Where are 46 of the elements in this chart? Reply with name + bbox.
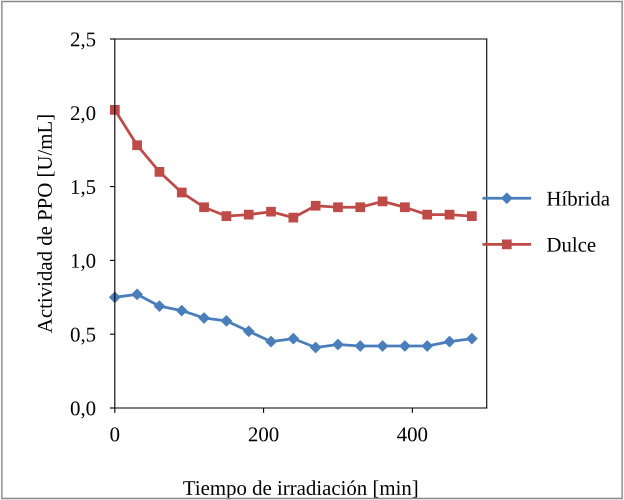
point <box>176 304 188 316</box>
y-tick-label: 1,0 <box>72 254 96 271</box>
point <box>265 336 277 348</box>
point <box>355 202 366 212</box>
point <box>288 333 299 344</box>
y-tick-label: 0,0 <box>70 401 96 418</box>
y-tick-label: 1,5 <box>72 180 96 198</box>
point <box>354 340 366 352</box>
point <box>288 212 298 222</box>
point <box>400 202 410 212</box>
point <box>132 288 143 300</box>
point <box>176 188 187 198</box>
point <box>199 202 209 212</box>
point <box>222 211 232 221</box>
point <box>399 340 411 352</box>
legend-label: Dulce <box>546 237 596 252</box>
point <box>422 210 432 220</box>
point <box>466 211 477 221</box>
point <box>466 333 478 344</box>
point <box>444 336 456 348</box>
y-tick-label: 2,5 <box>70 32 96 50</box>
point <box>333 202 343 212</box>
x-tick-label: 0 <box>110 427 120 442</box>
point <box>310 342 322 354</box>
point <box>244 210 254 220</box>
point <box>332 338 344 350</box>
point <box>444 210 454 220</box>
point <box>376 340 388 352</box>
point <box>220 315 232 327</box>
y-tick-label: 0,5 <box>70 328 96 345</box>
y-axis-title: Actividad de PPO [U/mL] <box>37 115 54 333</box>
point <box>310 200 321 211</box>
point <box>154 166 164 177</box>
point <box>132 140 142 150</box>
point <box>243 326 254 337</box>
point <box>198 312 210 324</box>
point <box>422 340 433 352</box>
x-axis-title: Tiempo de irradiación [min] <box>183 480 418 500</box>
x-tick-label: 200 <box>248 427 278 442</box>
point <box>110 104 120 115</box>
legend-label: Híbrida <box>546 191 610 206</box>
point <box>266 206 276 217</box>
x-tick-label: 400 <box>397 427 428 442</box>
point <box>154 300 166 312</box>
point <box>378 196 388 206</box>
y-tick-label: 2,0 <box>70 106 96 124</box>
